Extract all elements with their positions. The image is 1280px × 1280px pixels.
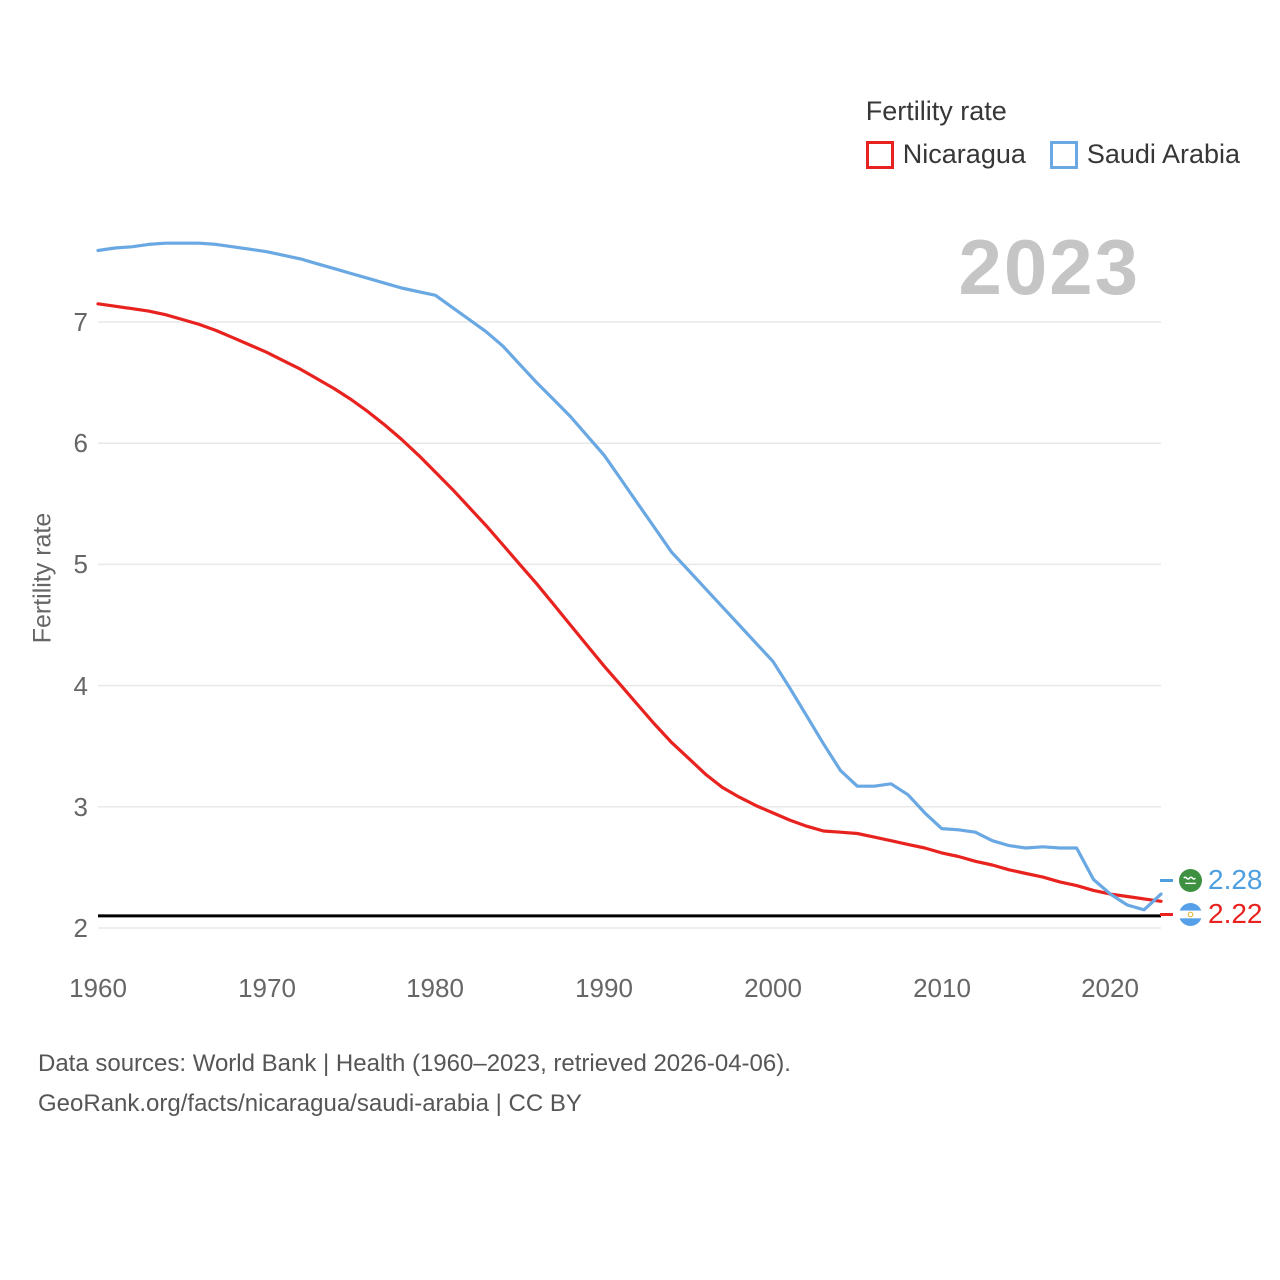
end-label-nicaragua: 2.22 bbox=[1160, 898, 1263, 930]
saudi-arabia-line-tick bbox=[1160, 878, 1173, 882]
x-tick-label: 1970 bbox=[238, 973, 296, 1003]
series-line-saudi-arabia bbox=[96, 241, 1163, 912]
year-watermark: 2023 bbox=[958, 223, 1140, 311]
saudi-arabia-swatch-icon bbox=[1049, 140, 1078, 169]
nicaragua-swatch-icon bbox=[865, 140, 894, 169]
y-tick-label: 6 bbox=[73, 428, 88, 458]
legend-label-saudi-arabia: Saudi Arabia bbox=[1086, 139, 1240, 169]
series-line-nicaragua bbox=[96, 302, 1163, 903]
y-tick-label: 3 bbox=[73, 792, 88, 822]
saudi-arabia-flag-icon bbox=[1179, 868, 1202, 892]
x-tick-label: 1980 bbox=[406, 973, 464, 1003]
x-tick-label: 2000 bbox=[744, 973, 802, 1003]
attribution-line: GeoRank.org/facts/nicaragua/saudi-arabia… bbox=[38, 1090, 582, 1117]
footer: Data sources: World Bank | Health (1960–… bbox=[38, 1044, 791, 1124]
data-sources-line: Data sources: World Bank | Health (1960–… bbox=[38, 1050, 791, 1077]
x-tick-label: 1960 bbox=[69, 973, 127, 1003]
nicaragua-line-tick bbox=[1160, 912, 1173, 916]
legend-item-nicaragua[interactable]: Nicaragua bbox=[865, 139, 1026, 170]
end-label-saudi-arabia: 2.28 bbox=[1160, 864, 1263, 896]
nicaragua-flag-icon bbox=[1179, 902, 1202, 926]
y-tick-label: 4 bbox=[73, 671, 88, 701]
nicaragua-end-value: 2.22 bbox=[1208, 898, 1263, 929]
y-tick-label: 2 bbox=[73, 913, 88, 943]
y-tick-label: 5 bbox=[73, 549, 88, 579]
legend-items: Nicaragua Saudi Arabia bbox=[865, 139, 1240, 170]
y-tick-label: 7 bbox=[73, 307, 88, 337]
x-tick-label: 2020 bbox=[1081, 973, 1139, 1003]
legend: Fertility rate Nicaragua Saudi Arabia bbox=[865, 96, 1240, 170]
legend-title: Fertility rate bbox=[865, 96, 1007, 126]
x-tick-label: 2010 bbox=[913, 973, 971, 1003]
x-tick-label: 1990 bbox=[575, 973, 633, 1003]
legend-item-saudi-arabia[interactable]: Saudi Arabia bbox=[1049, 139, 1240, 170]
saudi-arabia-end-value: 2.28 bbox=[1208, 864, 1263, 895]
legend-label-nicaragua: Nicaragua bbox=[902, 139, 1026, 169]
